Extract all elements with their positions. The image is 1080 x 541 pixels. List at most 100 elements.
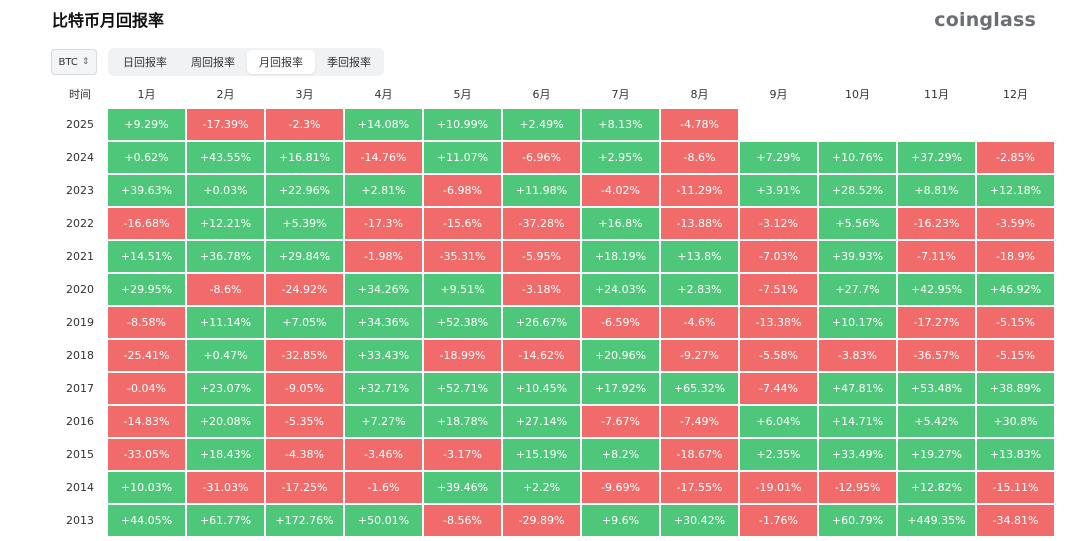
return-cell: +18.43% bbox=[187, 439, 264, 470]
return-cell: +52.38% bbox=[424, 307, 501, 338]
return-cell: -18.99% bbox=[424, 340, 501, 371]
return-cell: -2.3% bbox=[266, 109, 343, 140]
table-row: 2024 +0.62% +43.55% +16.81% -14.76% +11.07% -6… bbox=[54, 142, 1054, 173]
return-cell: +36.78% bbox=[187, 241, 264, 272]
return-cell: +9.6% bbox=[582, 505, 659, 536]
return-cell: +43.55% bbox=[187, 142, 264, 173]
return-cell: +9.29% bbox=[108, 109, 185, 140]
year-cell: 2018 bbox=[66, 349, 94, 362]
return-cell: +16.8% bbox=[582, 208, 659, 239]
year-cell: 2016 bbox=[66, 415, 94, 428]
return-cell: -3.12% bbox=[740, 208, 817, 239]
month-column-header: 3月 bbox=[295, 88, 314, 101]
return-cell: +53.48% bbox=[898, 373, 975, 404]
coin-select[interactable]: BTC ⇕ bbox=[51, 49, 97, 75]
table-row: 2016 -14.83% +20.08% -5.35% +7.27% +18.78% +27… bbox=[54, 406, 1054, 437]
tab-weekly-return[interactable]: 周回报率 bbox=[191, 56, 235, 69]
year-cell: 2022 bbox=[66, 217, 94, 230]
return-cell: +30.8% bbox=[977, 406, 1054, 437]
return-cell: -3.46% bbox=[345, 439, 422, 470]
month-column-header: 12月 bbox=[1003, 88, 1028, 101]
return-cell: +12.21% bbox=[187, 208, 264, 239]
return-cell: +15.19% bbox=[503, 439, 580, 470]
controls-bar: BTC ⇕ 日回报率 周回报率 月回报率 季回报率 bbox=[51, 48, 384, 76]
return-cell: -15.6% bbox=[424, 208, 501, 239]
return-cell: +10.76% bbox=[819, 142, 896, 173]
empty-cell bbox=[740, 109, 817, 140]
table-row: 2021 +14.51% +36.78% +29.84% -1.98% -35.31% -5… bbox=[54, 241, 1054, 272]
return-cell: +8.13% bbox=[582, 109, 659, 140]
return-cell: +33.49% bbox=[819, 439, 896, 470]
return-cell: +17.92% bbox=[582, 373, 659, 404]
return-cell: -14.76% bbox=[345, 142, 422, 173]
year-cell: 2015 bbox=[66, 448, 94, 461]
return-cell: -24.92% bbox=[266, 274, 343, 305]
table-row: 2018 -25.41% +0.47% -32.85% +33.43% -18.99% -1… bbox=[54, 340, 1054, 371]
return-cell: +29.84% bbox=[266, 241, 343, 272]
year-cell: 2021 bbox=[66, 250, 94, 263]
return-cell: -3.17% bbox=[424, 439, 501, 470]
return-cell: +3.91% bbox=[740, 175, 817, 206]
return-cell: +20.08% bbox=[187, 406, 264, 437]
return-cell: +8.81% bbox=[898, 175, 975, 206]
tab-daily-return[interactable]: 日回报率 bbox=[123, 56, 167, 69]
return-cell: +13.8% bbox=[661, 241, 738, 272]
tab-quarterly-return[interactable]: 季回报率 bbox=[327, 56, 371, 69]
return-cell: +38.89% bbox=[977, 373, 1054, 404]
return-cell: +0.62% bbox=[108, 142, 185, 173]
return-cell: +0.03% bbox=[187, 175, 264, 206]
year-cell: 2017 bbox=[66, 382, 94, 395]
return-cell: +44.05% bbox=[108, 505, 185, 536]
return-cell: -7.03% bbox=[740, 241, 817, 272]
table-row: 2025 +9.29% -17.39% -2.3% +14.08% +10.99% +2.4… bbox=[54, 109, 1054, 140]
page-title: 比特币月回报率 bbox=[52, 11, 165, 30]
tab-monthly-return[interactable]: 月回报率 bbox=[247, 50, 315, 74]
table-row: 2017 -0.04% +23.07% -9.05% +32.71% +52.71% +10… bbox=[54, 373, 1054, 404]
return-cell: -1.98% bbox=[345, 241, 422, 272]
month-column-header: 2月 bbox=[216, 88, 235, 101]
return-cell: +50.01% bbox=[345, 505, 422, 536]
year-cell: 2024 bbox=[66, 151, 94, 164]
return-cell: -5.58% bbox=[740, 340, 817, 371]
return-cell: -7.49% bbox=[661, 406, 738, 437]
return-cell: +0.47% bbox=[187, 340, 264, 371]
month-column-header: 7月 bbox=[611, 88, 630, 101]
return-cell: +18.78% bbox=[424, 406, 501, 437]
return-cell: -37.28% bbox=[503, 208, 580, 239]
return-cell: +52.71% bbox=[424, 373, 501, 404]
return-cell: -8.6% bbox=[187, 274, 264, 305]
return-cell: -4.02% bbox=[582, 175, 659, 206]
return-cell: +37.29% bbox=[898, 142, 975, 173]
return-cell: +2.95% bbox=[582, 142, 659, 173]
table-row: 2014 +10.03% -31.03% -17.25% -1.6% +39.46% +2.… bbox=[54, 472, 1054, 503]
return-cell: -7.11% bbox=[898, 241, 975, 272]
return-cell: +22.96% bbox=[266, 175, 343, 206]
table-row: 2015 -33.05% +18.43% -4.38% -3.46% -3.17% +15.… bbox=[54, 439, 1054, 470]
return-cell: +33.43% bbox=[345, 340, 422, 371]
return-cell: +26.67% bbox=[503, 307, 580, 338]
return-cell: -34.81% bbox=[977, 505, 1054, 536]
return-cell: +11.14% bbox=[187, 307, 264, 338]
return-cell: -1.6% bbox=[345, 472, 422, 503]
month-column-header: 9月 bbox=[769, 88, 788, 101]
table-row: 2022 -16.68% +12.21% +5.39% -17.3% -15.6% -37.… bbox=[54, 208, 1054, 239]
month-column-header: 6月 bbox=[532, 88, 551, 101]
return-cell: -33.05% bbox=[108, 439, 185, 470]
year-cell: 2014 bbox=[66, 481, 94, 494]
return-cell: +13.83% bbox=[977, 439, 1054, 470]
table-row: 2019 -8.58% +11.14% +7.05% +34.36% +52.38% +26… bbox=[54, 307, 1054, 338]
return-cell: -17.3% bbox=[345, 208, 422, 239]
return-cell: +39.46% bbox=[424, 472, 501, 503]
return-cell: -18.9% bbox=[977, 241, 1054, 272]
return-cell: +11.98% bbox=[503, 175, 580, 206]
return-cell: +16.81% bbox=[266, 142, 343, 173]
return-cell: -17.39% bbox=[187, 109, 264, 140]
return-cell: +449.35% bbox=[898, 505, 975, 536]
table-row: 2023 +39.63% +0.03% +22.96% +2.81% -6.98% +11.… bbox=[54, 175, 1054, 206]
return-cell: -19.01% bbox=[740, 472, 817, 503]
chevron-up-down-icon: ⇕ bbox=[81, 56, 90, 67]
table-row: 2013 +44.05% +61.77% +172.76% +50.01% -8.56% -… bbox=[54, 505, 1054, 536]
return-cell: -6.59% bbox=[582, 307, 659, 338]
return-cell: -11.29% bbox=[661, 175, 738, 206]
return-cell: +32.71% bbox=[345, 373, 422, 404]
